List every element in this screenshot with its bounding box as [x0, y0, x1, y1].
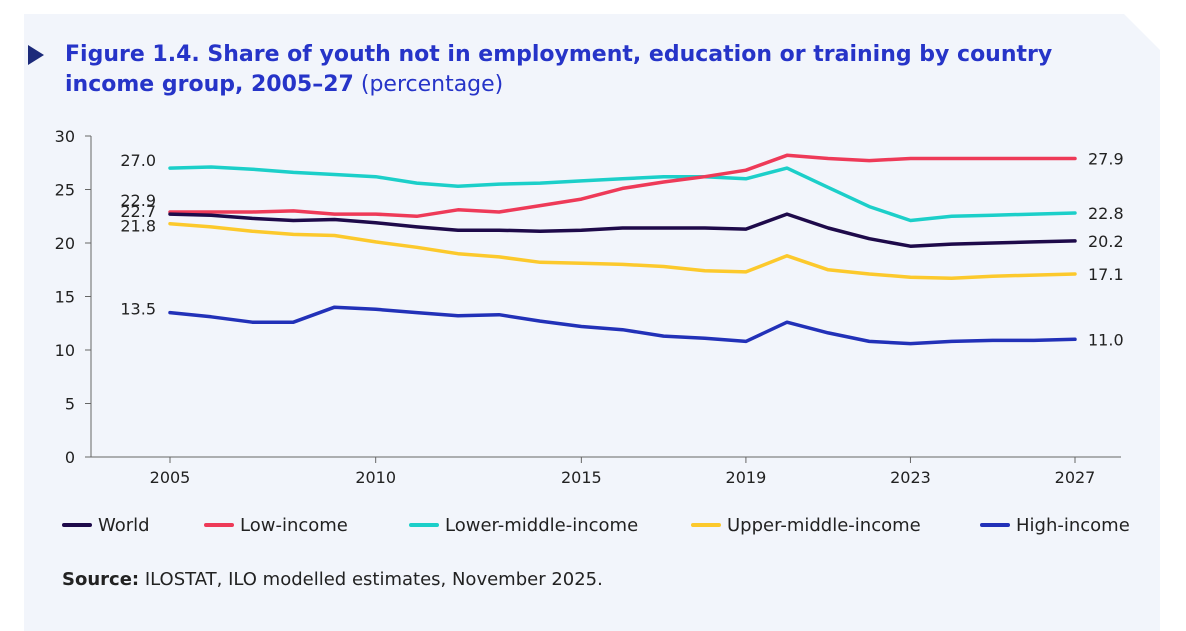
y-tick-label: 0: [65, 448, 75, 467]
legend-swatch: [204, 523, 234, 527]
end-label-world: 20.2: [1088, 232, 1124, 251]
end-label-low-income: 27.9: [1088, 149, 1124, 168]
series-line-upper-middle-income: [168, 221, 1077, 281]
legend-item-low-income: Low-income: [204, 513, 348, 537]
legend-item-upper-middle-income: Upper-middle-income: [691, 513, 921, 537]
legend-label: World: [98, 514, 150, 536]
legend-swatch: [980, 523, 1010, 527]
legend-swatch: [62, 523, 92, 527]
start-label-lower-middle-income: 27.0: [120, 151, 156, 170]
title-triangle-icon: [28, 45, 44, 65]
start-label-high-income: 13.5: [120, 300, 156, 319]
y-tick-label: 30: [55, 127, 75, 146]
x-tick-label: 2010: [355, 468, 396, 487]
legend-label: Lower-middle-income: [445, 514, 639, 536]
legend-label: Upper-middle-income: [727, 514, 921, 536]
y-tick-label: 15: [55, 288, 75, 307]
figure-panel: [24, 14, 1160, 631]
chart-data-labels: 22.7 20.2 22.9 27.9 27.0 22.8 21.8 17.1 13.5 11.0: [120, 149, 1123, 349]
x-tick-label: 2019: [726, 468, 767, 487]
series-line-low-income: [168, 153, 1077, 219]
y-tick-label: 10: [55, 341, 75, 360]
x-tick-label: 2005: [150, 468, 191, 487]
legend-swatch: [691, 523, 721, 527]
chart-series: [168, 153, 1077, 346]
end-label-lower-middle-income: 22.8: [1088, 204, 1124, 223]
legend-swatch: [409, 523, 439, 527]
legend-item-high-income: High-income: [980, 513, 1130, 537]
series-line-world: [168, 212, 1077, 248]
series-line-lower-middle-income: [168, 165, 1077, 223]
title-main: Figure 1.4. Share of youth not in employ…: [65, 42, 1053, 97]
source-label: Source:: [62, 569, 140, 590]
y-tick-label: 20: [55, 234, 75, 253]
x-tick-label: 2027: [1055, 468, 1096, 487]
series-line-high-income: [168, 305, 1077, 346]
start-label-upper-middle-income: 21.8: [120, 217, 156, 236]
legend-item-lower-middle-income: Lower-middle-income: [409, 513, 638, 537]
title-suffix: (percentage): [360, 72, 504, 97]
start-label-low-income: 22.9: [120, 191, 156, 210]
y-tick-label: 5: [65, 395, 75, 414]
end-label-upper-middle-income: 17.1: [1088, 265, 1124, 284]
legend: World Low-income Lower-middle-income Upper-…: [62, 513, 1162, 537]
legend-label: High-income: [1016, 514, 1130, 536]
source-text: ILOSTAT, ILO modelled estimates, Novembe…: [144, 569, 603, 590]
start-label-world: 22.7: [120, 202, 156, 221]
x-tick-label: 2023: [890, 468, 931, 487]
source-note: Source: ILOSTAT, ILO modelled estimates,…: [62, 569, 603, 590]
legend-label: Low-income: [240, 514, 348, 536]
y-tick-label: 25: [55, 181, 75, 200]
title-text: Figure 1.4. Share of youth not in employ…: [65, 40, 1115, 100]
end-label-high-income: 11.0: [1088, 330, 1124, 349]
legend-item-world: World: [62, 513, 150, 537]
chart-axes: 0 5 10 15 20 25 30 2005 2010 2015 2019 2023 2027: [55, 127, 1121, 487]
x-tick-label: 2015: [561, 468, 602, 487]
